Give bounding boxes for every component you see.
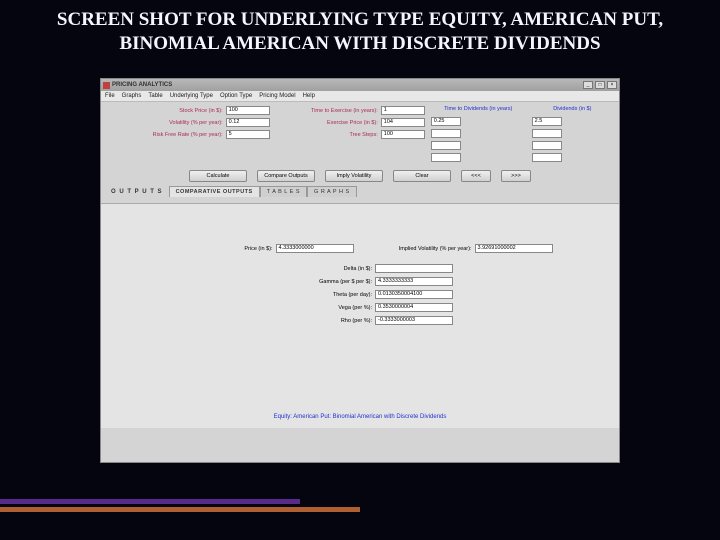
menu-pricing-model[interactable]: Pricing Model [259, 93, 295, 99]
div-amt-input-1[interactable]: 2.5 [532, 117, 562, 126]
div-time-header: Time to Dividends (in years) [431, 106, 526, 112]
tab-tables[interactable]: T A B L E S [260, 186, 307, 197]
compare-button[interactable]: Compare Outputs [257, 170, 315, 182]
exercise-price-input[interactable]: 104 [381, 118, 425, 127]
risk-free-label: Risk Free Rate (% per year): [107, 132, 223, 138]
tab-comparative[interactable]: COMPARATIVE OUTPUTS [169, 186, 260, 197]
menu-option-type[interactable]: Option Type [220, 93, 252, 99]
tab-row: O U T P U T S COMPARATIVE OUTPUTS T A B … [107, 186, 613, 197]
output-panel: Price (in $): 4.3333000000 Implied Volat… [101, 203, 619, 428]
menu-graphs[interactable]: Graphs [122, 93, 142, 99]
titlebar: PRICING ANALYTICS _ □ × [101, 79, 619, 91]
div-amt-header: Dividends (in $) [532, 106, 613, 112]
stock-price-input[interactable]: 100 [226, 106, 270, 115]
div-time-input-4[interactable] [431, 153, 461, 162]
vega-output: 0.3530000004 [375, 303, 453, 312]
clear-button[interactable]: Clear [393, 170, 451, 182]
app-window: PRICING ANALYTICS _ □ × File Graphs Tabl… [100, 78, 620, 463]
minimize-button[interactable]: _ [583, 81, 593, 89]
div-time-input-2[interactable] [431, 129, 461, 138]
vega-label: Vega (per %): [267, 305, 372, 311]
app-icon [103, 82, 110, 89]
iv-output: 3.92691000002 [475, 244, 553, 253]
menubar: File Graphs Table Underlying Type Option… [101, 91, 619, 102]
price-output: 4.3333000000 [276, 244, 354, 253]
iv-label: Implied Volatility (% per year): [357, 246, 472, 252]
gamma-label: Gamma (per $ per $): [267, 279, 372, 285]
close-button[interactable]: × [607, 81, 617, 89]
div-amt-input-2[interactable] [532, 129, 562, 138]
delta-label: Delta (in $): [267, 266, 372, 272]
theta-label: Theta (per day): [267, 292, 372, 298]
exercise-price-label: Exercise Price (in $): [276, 120, 378, 126]
menu-table[interactable]: Table [148, 93, 162, 99]
volatility-input[interactable]: 0.12 [226, 118, 270, 127]
next-button[interactable]: >>> [501, 170, 531, 182]
maximize-button[interactable]: □ [595, 81, 605, 89]
input-col-dividend-amt: Dividends (in $) 2.5 [532, 106, 613, 162]
theta-output: 0.0130350004100 [375, 290, 453, 299]
rho-output: -0.3333000003 [375, 316, 453, 325]
input-form: Stock Price (in $): 100 Volatility (% pe… [101, 102, 619, 203]
div-amt-input-3[interactable] [532, 141, 562, 150]
prev-button[interactable]: <<< [461, 170, 491, 182]
footer-model-text: Equity: American Put: Binomial American … [101, 414, 619, 420]
input-col-1: Stock Price (in $): 100 Volatility (% pe… [107, 106, 270, 162]
imply-volatility-button[interactable]: Imply Volatility [325, 170, 383, 182]
input-col-2: Time to Exercise (in years): 1 Exercise … [276, 106, 425, 162]
input-col-dividend-time: Time to Dividends (in years) 0.25 [431, 106, 526, 162]
button-row: Calculate Compare Outputs Imply Volatili… [107, 170, 613, 182]
risk-free-input[interactable]: 5 [226, 130, 270, 139]
volatility-label: Volatility (% per year): [107, 120, 223, 126]
div-time-input-3[interactable] [431, 141, 461, 150]
time-exercise-input[interactable]: 1 [381, 106, 425, 115]
stock-price-label: Stock Price (in $): [107, 108, 223, 114]
purple-bar [0, 499, 300, 504]
menu-help[interactable]: Help [303, 93, 315, 99]
rho-label: Rho (per %): [267, 318, 372, 324]
window-title: PRICING ANALYTICS [112, 82, 172, 88]
price-label: Price (in $): [168, 246, 273, 252]
tab-graphs[interactable]: G R A P H S [307, 186, 357, 197]
menu-file[interactable]: File [105, 93, 115, 99]
time-exercise-label: Time to Exercise (in years): [276, 108, 378, 114]
orange-bar [0, 507, 360, 512]
div-time-input-1[interactable]: 0.25 [431, 117, 461, 126]
delta-output [375, 264, 453, 273]
slide-title: SCREEN SHOT FOR UNDERLYING TYPE EQUITY, … [0, 0, 720, 60]
tree-steps-input[interactable]: 100 [381, 130, 425, 139]
calculate-button[interactable]: Calculate [189, 170, 247, 182]
menu-underlying-type[interactable]: Underlying Type [170, 93, 213, 99]
div-amt-input-4[interactable] [532, 153, 562, 162]
decorative-bars [0, 499, 360, 512]
gamma-output: 4.3333333333 [375, 277, 453, 286]
outputs-label: O U T P U T S [111, 189, 163, 195]
tree-steps-label: Tree Steps: [276, 132, 378, 138]
